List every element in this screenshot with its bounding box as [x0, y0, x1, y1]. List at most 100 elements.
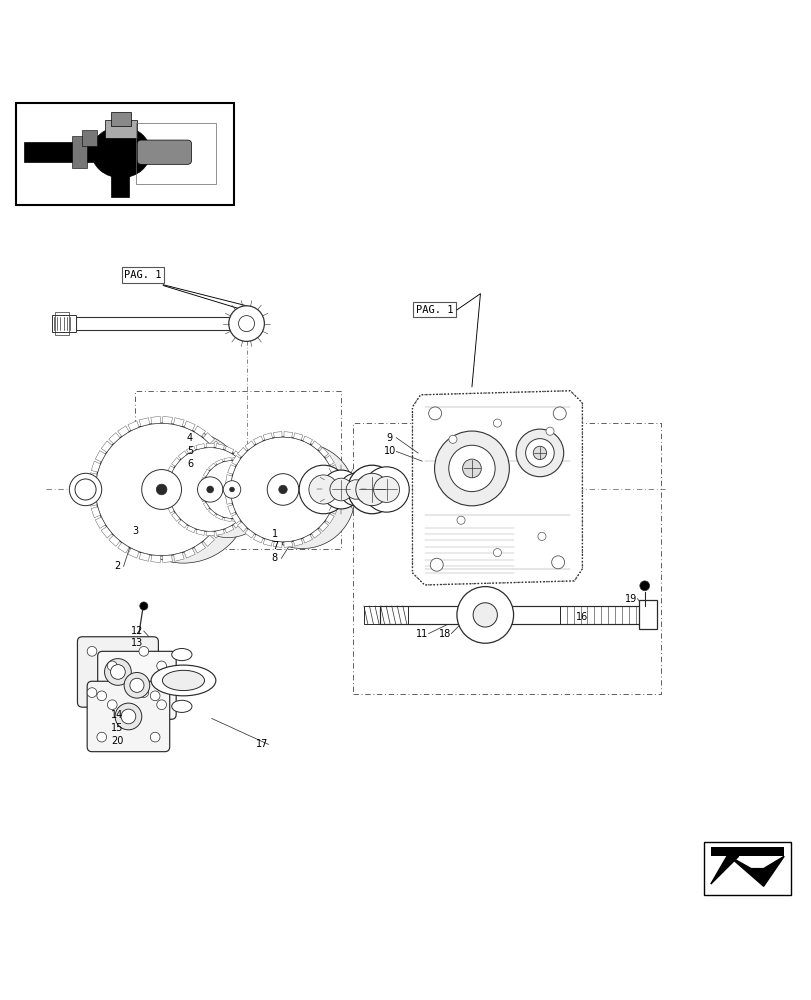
- Text: 4: 4: [187, 433, 193, 443]
- Polygon shape: [294, 433, 303, 440]
- Polygon shape: [225, 526, 234, 533]
- Polygon shape: [325, 514, 334, 523]
- Polygon shape: [225, 475, 232, 484]
- Text: 3: 3: [131, 526, 138, 536]
- Circle shape: [139, 646, 148, 656]
- Polygon shape: [253, 436, 263, 444]
- Bar: [363, 606, 408, 624]
- Polygon shape: [164, 495, 170, 504]
- Bar: [710, 847, 783, 856]
- Text: 20: 20: [111, 736, 123, 746]
- Circle shape: [75, 479, 96, 500]
- FancyBboxPatch shape: [87, 681, 169, 752]
- Polygon shape: [244, 529, 254, 538]
- Polygon shape: [330, 465, 338, 474]
- Polygon shape: [227, 465, 235, 474]
- Polygon shape: [333, 475, 340, 484]
- Bar: [380, 606, 640, 624]
- Text: 6: 6: [187, 459, 193, 469]
- Polygon shape: [303, 535, 312, 543]
- Polygon shape: [166, 466, 174, 475]
- Circle shape: [533, 446, 546, 460]
- Polygon shape: [217, 451, 228, 462]
- Text: 9: 9: [386, 433, 393, 443]
- Circle shape: [430, 558, 443, 571]
- Ellipse shape: [162, 670, 204, 691]
- Polygon shape: [187, 446, 195, 453]
- Circle shape: [457, 587, 513, 643]
- Bar: [54, 312, 69, 335]
- Polygon shape: [412, 391, 581, 585]
- Circle shape: [121, 709, 135, 724]
- Polygon shape: [273, 541, 281, 547]
- Text: PAG. 1: PAG. 1: [124, 270, 161, 280]
- Polygon shape: [164, 485, 168, 494]
- Circle shape: [267, 474, 298, 505]
- Circle shape: [347, 465, 396, 514]
- Circle shape: [223, 481, 240, 498]
- Polygon shape: [208, 463, 215, 470]
- Text: 19: 19: [624, 594, 637, 604]
- Polygon shape: [240, 513, 248, 521]
- Polygon shape: [250, 495, 255, 504]
- Polygon shape: [215, 459, 223, 465]
- Polygon shape: [263, 539, 272, 546]
- Polygon shape: [303, 436, 312, 444]
- Polygon shape: [95, 451, 105, 462]
- Polygon shape: [233, 457, 240, 461]
- Polygon shape: [284, 541, 292, 547]
- Polygon shape: [216, 530, 224, 535]
- Polygon shape: [319, 447, 328, 457]
- Polygon shape: [151, 555, 161, 562]
- Polygon shape: [222, 507, 232, 518]
- Polygon shape: [273, 432, 281, 438]
- Circle shape: [434, 431, 508, 506]
- Polygon shape: [109, 535, 120, 546]
- Ellipse shape: [171, 648, 191, 661]
- Circle shape: [115, 703, 142, 730]
- Polygon shape: [251, 485, 256, 494]
- Polygon shape: [260, 486, 264, 493]
- Polygon shape: [164, 475, 170, 484]
- Polygon shape: [211, 527, 221, 538]
- Polygon shape: [162, 555, 172, 562]
- Circle shape: [238, 316, 255, 332]
- Circle shape: [339, 473, 371, 506]
- Polygon shape: [259, 477, 264, 485]
- Text: 12: 12: [131, 626, 144, 636]
- Polygon shape: [203, 469, 209, 477]
- Polygon shape: [118, 426, 129, 436]
- Polygon shape: [206, 531, 214, 536]
- Polygon shape: [139, 553, 149, 561]
- Polygon shape: [263, 433, 272, 440]
- Circle shape: [308, 475, 337, 504]
- Circle shape: [105, 659, 131, 685]
- Text: 5: 5: [187, 446, 193, 456]
- Bar: [72, 136, 87, 168]
- Polygon shape: [233, 518, 240, 522]
- Polygon shape: [224, 518, 231, 522]
- Text: 8: 8: [272, 553, 277, 563]
- Bar: [24, 142, 104, 162]
- Polygon shape: [728, 856, 783, 886]
- Polygon shape: [208, 509, 215, 516]
- Circle shape: [150, 732, 160, 742]
- Circle shape: [87, 646, 97, 656]
- Circle shape: [298, 465, 347, 514]
- Circle shape: [139, 602, 148, 610]
- Polygon shape: [294, 539, 303, 546]
- Circle shape: [97, 732, 106, 742]
- Circle shape: [537, 532, 545, 540]
- Polygon shape: [233, 520, 242, 528]
- Bar: [105, 120, 137, 138]
- Polygon shape: [240, 457, 248, 466]
- Circle shape: [229, 306, 264, 341]
- Bar: [51, 315, 75, 332]
- Polygon shape: [250, 475, 255, 484]
- Polygon shape: [311, 441, 321, 450]
- Polygon shape: [206, 443, 214, 448]
- Polygon shape: [255, 469, 260, 477]
- Polygon shape: [233, 451, 242, 459]
- Polygon shape: [109, 433, 120, 444]
- Circle shape: [230, 437, 335, 542]
